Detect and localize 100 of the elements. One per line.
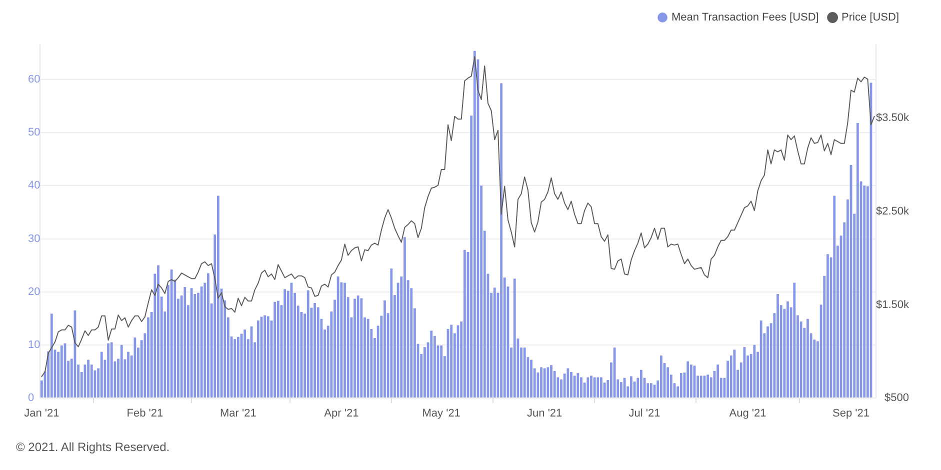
bar [256, 320, 260, 398]
bar [543, 368, 546, 398]
bar [716, 364, 719, 398]
bar [384, 300, 386, 398]
bar [234, 339, 236, 398]
bar [356, 296, 360, 398]
y2-tick-label: $3.50k [876, 112, 910, 124]
bar [450, 324, 453, 398]
bar [207, 273, 210, 398]
bar [640, 370, 642, 398]
bar [690, 364, 692, 398]
y-tick-label: 10 [28, 338, 40, 351]
y-tick-label: 20 [28, 286, 40, 298]
bar [766, 326, 769, 398]
y-tick-label: 60 [28, 74, 40, 86]
bar [236, 336, 240, 398]
bar [404, 237, 406, 398]
bar [500, 83, 502, 398]
y-tick-label: 50 [28, 126, 40, 139]
bar [107, 343, 110, 398]
bar [110, 342, 113, 398]
bar [493, 288, 496, 398]
bar [753, 344, 756, 398]
bar [863, 186, 866, 398]
bar [127, 352, 130, 398]
bar [650, 383, 652, 398]
bar [157, 265, 160, 398]
bar [806, 318, 809, 398]
bar [590, 376, 592, 398]
x-tick-label: Aug '21 [729, 408, 766, 420]
bar [314, 302, 316, 398]
bar [706, 374, 709, 398]
bar [596, 377, 600, 398]
bar [284, 289, 286, 398]
x-tick-label: Sep '21 [832, 408, 870, 420]
bar [573, 376, 576, 398]
x-tick-label: Jan '21 [24, 408, 60, 420]
bar [570, 372, 572, 398]
bar [244, 330, 246, 398]
x-tick-label: Feb '21 [126, 408, 164, 420]
bar [826, 254, 829, 398]
bar [550, 365, 552, 398]
y-tick-label: 40 [28, 180, 40, 192]
y2-tick-label: $1.50k [876, 298, 910, 311]
bar [580, 377, 582, 398]
bar [473, 50, 476, 398]
bar [733, 350, 736, 398]
bar [440, 345, 443, 398]
bar [760, 320, 762, 398]
legend-label: Price [USD] [842, 12, 900, 24]
bar [593, 377, 596, 398]
x-tick-label: Jul '21 [628, 408, 660, 420]
bar [686, 361, 690, 398]
bar [266, 316, 270, 398]
y2-tick-label: $500 [884, 392, 909, 404]
bar [600, 377, 602, 398]
bar [833, 196, 836, 398]
text: © 2021. All Rights Reserved. [16, 440, 170, 454]
bar [306, 290, 310, 398]
y-tick-label: 0 [28, 392, 34, 404]
bar [87, 360, 90, 398]
bar [366, 318, 370, 398]
bar [344, 282, 346, 398]
bar [60, 345, 63, 398]
bar [184, 287, 186, 398]
bar [576, 373, 580, 398]
bar [316, 307, 320, 398]
bar [523, 348, 526, 398]
x-tick-label: May '21 [422, 408, 460, 420]
bar [666, 367, 670, 398]
bar [100, 352, 103, 398]
bar [660, 356, 662, 398]
bar [276, 300, 280, 398]
bar [630, 376, 632, 398]
bar [134, 337, 136, 398]
y-tick-label: 30 [28, 232, 40, 245]
bar [530, 360, 532, 398]
bar [463, 250, 466, 398]
legend-label: Mean Transaction Fees [USD] [672, 12, 819, 24]
bar [390, 268, 393, 398]
bar [336, 276, 340, 398]
bar [360, 298, 363, 398]
bar [540, 367, 542, 398]
bar [170, 270, 173, 398]
bar [793, 282, 796, 398]
bar [120, 344, 123, 398]
bar [264, 315, 266, 398]
bar [566, 368, 570, 398]
bar [586, 377, 590, 398]
bar [776, 294, 779, 398]
bar [680, 373, 682, 398]
bar [546, 367, 550, 398]
bar [354, 298, 356, 398]
bar [50, 314, 53, 398]
x-tick-label: Jun '21 [527, 408, 562, 420]
bar [856, 123, 859, 398]
bar [786, 301, 789, 398]
y2-tick-label: $2.50k [876, 206, 910, 218]
bar [743, 347, 746, 398]
bar [700, 376, 702, 398]
